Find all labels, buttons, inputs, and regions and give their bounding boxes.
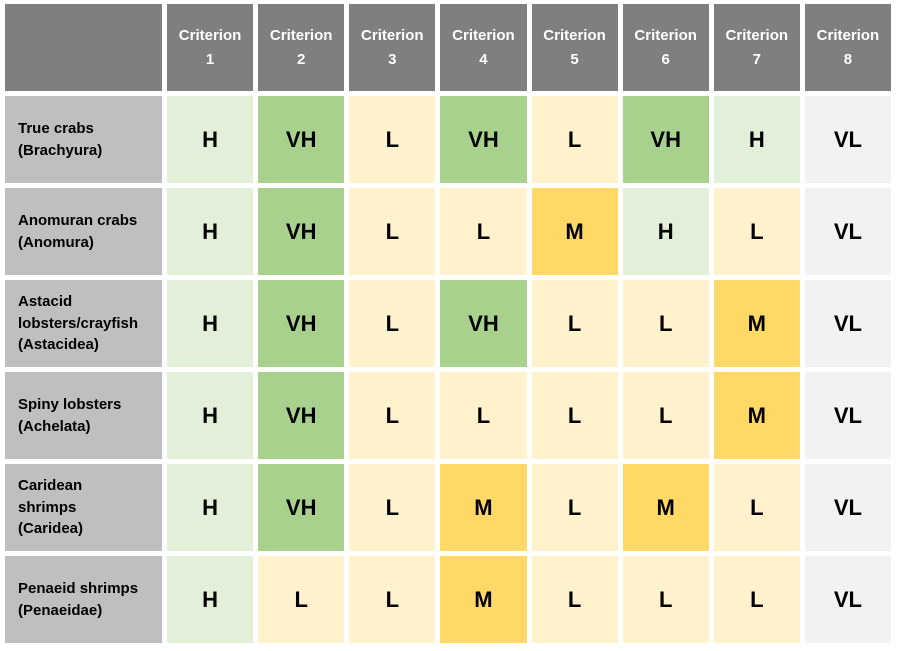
column-header-8: Criterion 8: [804, 4, 891, 91]
matrix-cell-r1-c7: H: [713, 96, 800, 183]
table-corner-cell: [5, 4, 162, 91]
column-header-1: Criterion 1: [167, 4, 254, 91]
column-header-5: Criterion 5: [531, 4, 618, 91]
matrix-cell-r3-c6: L: [622, 280, 709, 367]
matrix-cell-r5-c5: L: [531, 464, 618, 551]
matrix-cell-r3-c2: VH: [258, 280, 345, 367]
column-header-4: Criterion 4: [440, 4, 527, 91]
column-header-7: Criterion 7: [713, 4, 800, 91]
matrix-cell-r3-c4: VH: [440, 280, 527, 367]
matrix-cell-r5-c3: L: [349, 464, 436, 551]
matrix-cell-r6-c1: H: [167, 556, 254, 643]
matrix-cell-r2-c5: M: [531, 188, 618, 275]
matrix-cell-r2-c3: L: [349, 188, 436, 275]
matrix-cell-r3-c7: M: [713, 280, 800, 367]
matrix-cell-r4-c2: VH: [258, 372, 345, 459]
matrix-cell-r2-c7: L: [713, 188, 800, 275]
matrix-cell-r2-c4: L: [440, 188, 527, 275]
column-header-3: Criterion 3: [349, 4, 436, 91]
matrix-cell-r2-c6: H: [622, 188, 709, 275]
matrix-cell-r3-c3: L: [349, 280, 436, 367]
column-header-6: Criterion 6: [622, 4, 709, 91]
matrix-cell-r5-c6: M: [622, 464, 709, 551]
row-label-2: Anomuran crabs (Anomura): [5, 188, 162, 275]
row-label-5: Caridean shrimps (Caridea): [5, 464, 162, 551]
matrix-cell-r6-c4: M: [440, 556, 527, 643]
matrix-cell-r1-c3: L: [349, 96, 436, 183]
matrix-cell-r4-c7: M: [713, 372, 800, 459]
matrix-cell-r6-c3: L: [349, 556, 436, 643]
matrix-cell-r6-c7: L: [713, 556, 800, 643]
column-header-2: Criterion 2: [258, 4, 345, 91]
matrix-cell-r1-c4: VH: [440, 96, 527, 183]
matrix-cell-r4-c3: L: [349, 372, 436, 459]
matrix-cell-r2-c2: VH: [258, 188, 345, 275]
matrix-cell-r4-c1: H: [167, 372, 254, 459]
matrix-cell-r1-c8: VL: [804, 96, 891, 183]
matrix-cell-r4-c4: L: [440, 372, 527, 459]
matrix-cell-r5-c2: VH: [258, 464, 345, 551]
matrix-cell-r6-c5: L: [531, 556, 618, 643]
matrix-cell-r4-c6: L: [622, 372, 709, 459]
matrix-cell-r5-c7: L: [713, 464, 800, 551]
matrix-cell-r2-c1: H: [167, 188, 254, 275]
matrix-cell-r3-c5: L: [531, 280, 618, 367]
matrix-cell-r5-c1: H: [167, 464, 254, 551]
matrix-cell-r3-c8: VL: [804, 280, 891, 367]
matrix-cell-r4-c8: VL: [804, 372, 891, 459]
row-label-1: True crabs (Brachyura): [5, 96, 162, 183]
matrix-cell-r1-c1: H: [167, 96, 254, 183]
matrix-cell-r6-c6: L: [622, 556, 709, 643]
matrix-cell-r3-c1: H: [167, 280, 254, 367]
matrix-cell-r5-c8: VL: [804, 464, 891, 551]
matrix-cell-r5-c4: M: [440, 464, 527, 551]
row-label-3: Astacid lobsters/crayfish (Astacidea): [5, 280, 162, 367]
matrix-cell-r1-c2: VH: [258, 96, 345, 183]
matrix-cell-r6-c2: L: [258, 556, 345, 643]
matrix-cell-r6-c8: VL: [804, 556, 891, 643]
row-label-6: Penaeid shrimps (Penaeidae): [5, 556, 162, 643]
row-label-4: Spiny lobsters (Achelata): [5, 372, 162, 459]
matrix-cell-r4-c5: L: [531, 372, 618, 459]
matrix-cell-r1-c6: VH: [622, 96, 709, 183]
matrix-cell-r2-c8: VL: [804, 188, 891, 275]
matrix-cell-r1-c5: L: [531, 96, 618, 183]
